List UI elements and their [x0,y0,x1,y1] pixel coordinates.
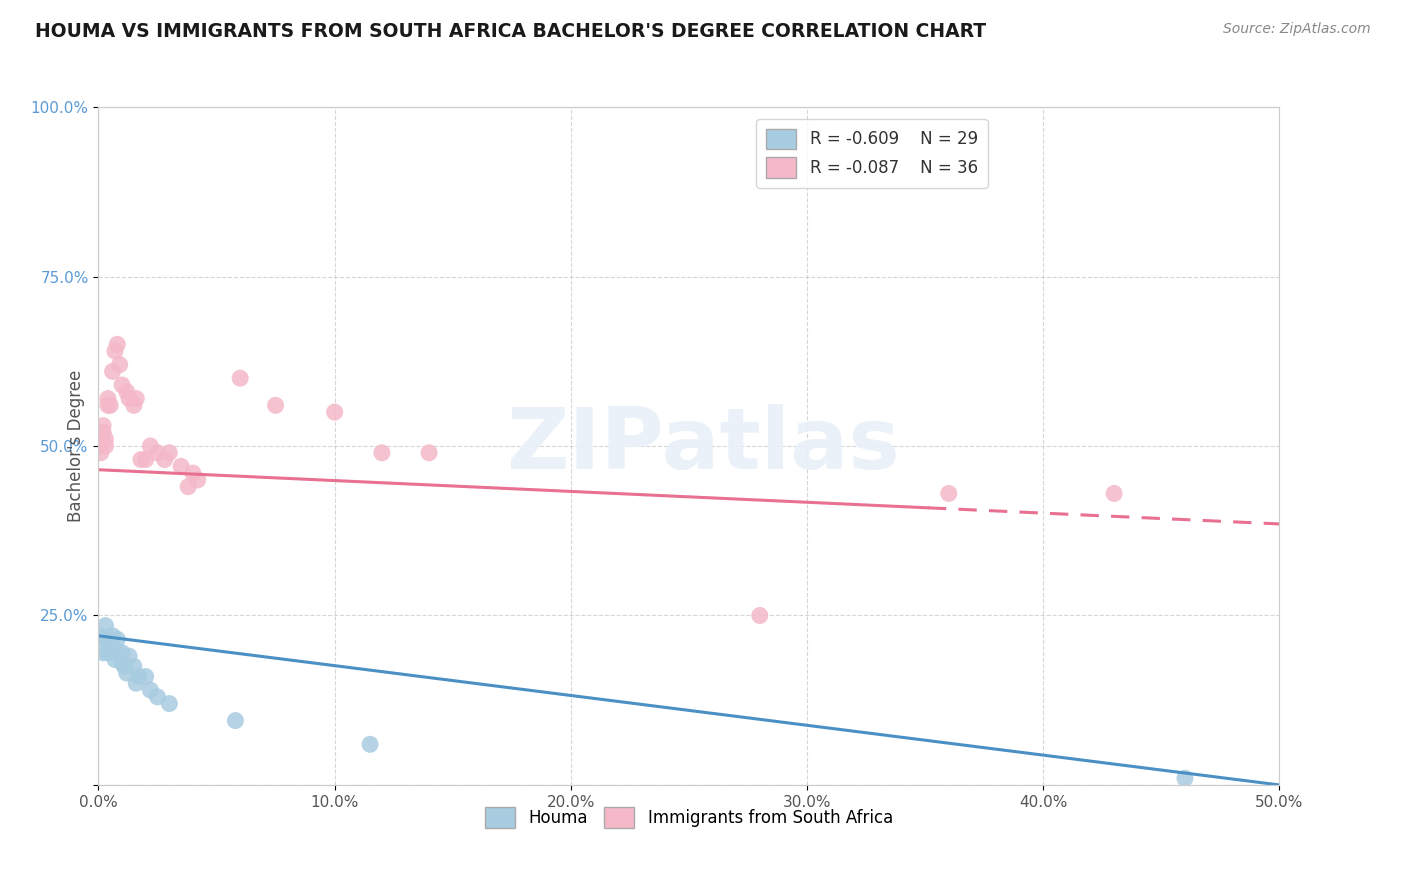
Point [97,392,120,406]
Point [139,683,162,698]
Point [146,690,169,704]
Point [115,666,138,681]
Point [91,646,114,660]
Point [94,432,117,446]
Point [229,371,252,385]
Point [146,446,169,460]
Point [1174,771,1197,785]
Point [97,646,120,660]
Point [97,635,120,649]
Point [98,632,121,647]
Point [115,384,138,399]
Text: ZIPatlas: ZIPatlas [506,404,900,488]
Point [104,652,127,666]
Point [101,646,124,660]
Legend: Houma, Immigrants from South Africa: Houma, Immigrants from South Africa [478,801,900,834]
Point [108,358,131,372]
Point [104,642,127,657]
Point [91,425,114,440]
Point [418,446,440,460]
Point [125,392,148,406]
Point [101,364,124,378]
Point [118,392,141,406]
Point [359,737,381,751]
Point [177,480,200,494]
Text: Source: ZipAtlas.com: Source: ZipAtlas.com [1223,22,1371,37]
Point [224,714,246,728]
Y-axis label: Bachelor's Degree: Bachelor's Degree [66,370,84,522]
Point [91,418,114,433]
Point [97,398,120,412]
Point [90,446,112,460]
Point [98,398,121,412]
Point [125,676,148,690]
Point [104,344,127,359]
Point [118,649,141,664]
Point [1102,486,1125,500]
Point [122,398,145,412]
Point [748,608,770,623]
Point [323,405,346,419]
Point [94,439,117,453]
Point [139,439,162,453]
Point [371,446,394,460]
Point [111,646,134,660]
Point [90,439,112,453]
Point [94,618,117,632]
Point [105,632,128,647]
Point [157,446,180,460]
Point [938,486,960,500]
Point [157,697,180,711]
Point [122,659,145,673]
Point [105,337,128,351]
Point [112,659,135,673]
Point [108,649,131,664]
Point [111,378,134,392]
Text: HOUMA VS IMMIGRANTS FROM SOUTH AFRICA BACHELOR'S DEGREE CORRELATION CHART: HOUMA VS IMMIGRANTS FROM SOUTH AFRICA BA… [35,22,986,41]
Point [187,473,209,487]
Point [94,632,117,647]
Point [135,669,157,683]
Point [111,656,134,670]
Point [90,629,112,643]
Point [129,452,152,467]
Point [98,642,121,657]
Point [170,459,193,474]
Point [128,669,150,683]
Point [101,629,124,643]
Point [264,398,287,412]
Point [135,452,157,467]
Point [153,452,176,467]
Point [181,466,204,480]
